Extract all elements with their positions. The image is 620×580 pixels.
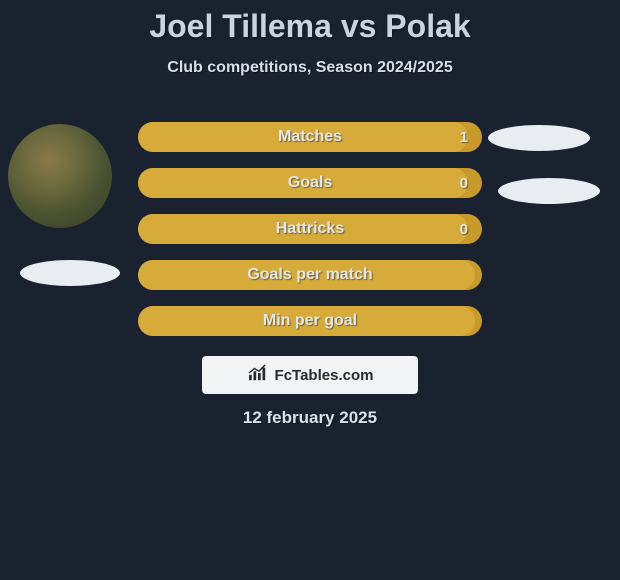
stat-bar-label: Hattricks (138, 220, 482, 238)
brand-text: FcTables.com (275, 367, 374, 384)
page-title: Joel Tillema vs Polak (0, 0, 620, 45)
player-right-name-pill (498, 178, 600, 204)
stat-bar-label: Matches (138, 128, 482, 146)
stat-bar: Goals0 (138, 168, 482, 198)
player-left-avatar (8, 124, 112, 228)
stat-bar: Goals per match (138, 260, 482, 290)
player-right-avatar-pill (488, 125, 590, 151)
stat-bars: Matches1Goals0Hattricks0Goals per matchM… (138, 122, 482, 352)
stat-bar: Hattricks0 (138, 214, 482, 244)
stat-bar-value: 0 (460, 175, 468, 192)
brand-chart-icon (247, 364, 269, 387)
stat-bar-value: 0 (460, 221, 468, 238)
stat-bar-value: 1 (460, 129, 468, 146)
date-text: 12 february 2025 (0, 408, 620, 428)
player-left-name-pill (20, 260, 120, 286)
stat-bar-label: Min per goal (138, 312, 482, 330)
subtitle: Club competitions, Season 2024/2025 (0, 59, 620, 77)
stat-bar-label: Goals (138, 174, 482, 192)
stat-bar-label: Goals per match (138, 266, 482, 284)
stat-bar: Matches1 (138, 122, 482, 152)
stat-bar: Min per goal (138, 306, 482, 336)
brand-badge: FcTables.com (202, 356, 418, 394)
